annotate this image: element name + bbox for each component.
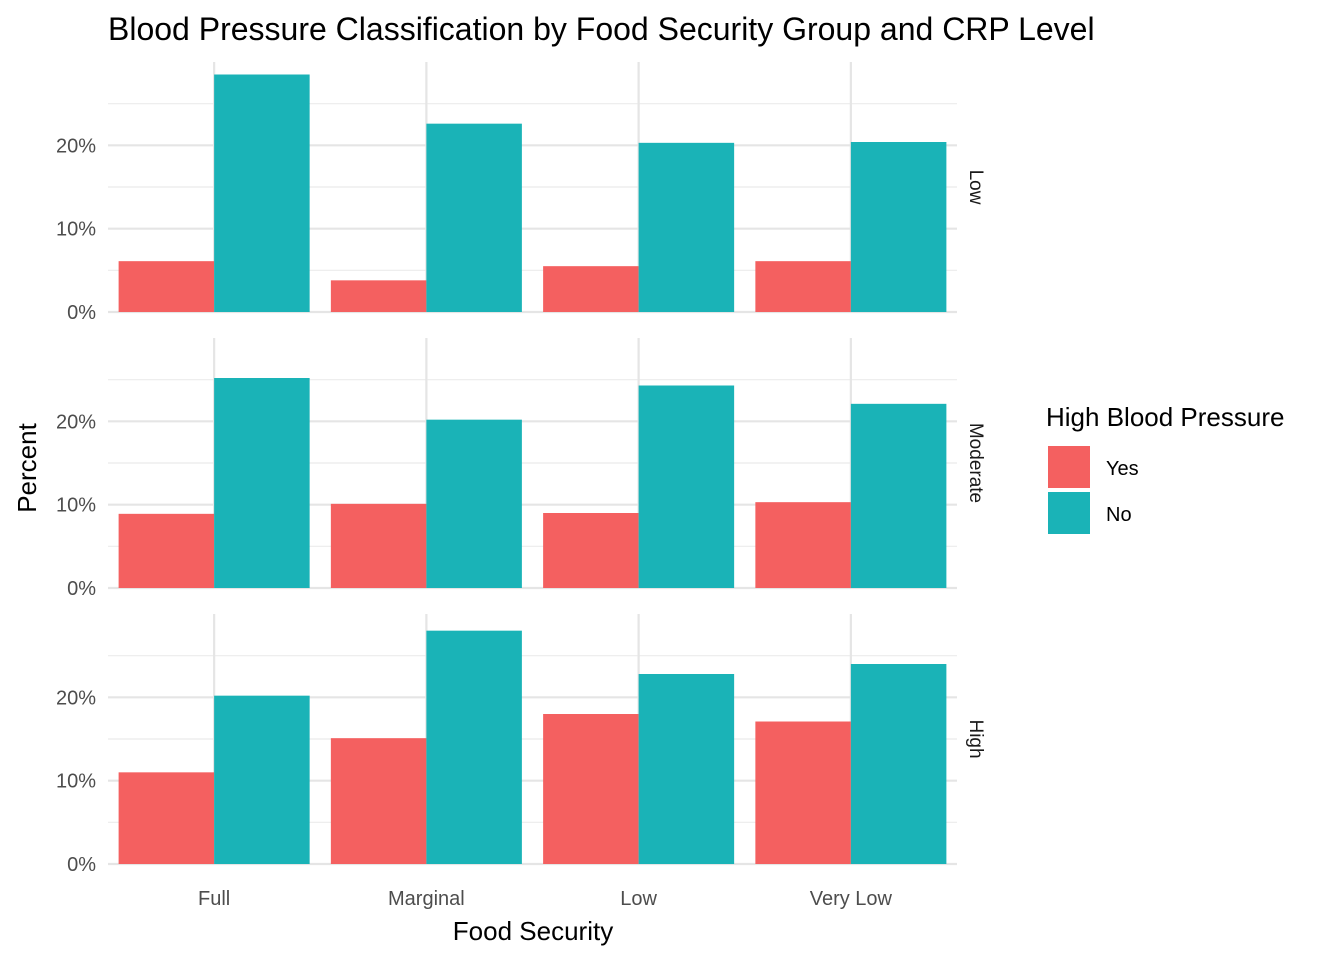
legend-title: High Blood Pressure [1046, 402, 1284, 432]
bar-yes-marginal [330, 503, 427, 588]
bar-yes-marginal [330, 280, 427, 312]
y-tick-label: 0% [67, 854, 96, 876]
facet-strip-label: High [965, 719, 986, 758]
bar-no-very-low [850, 664, 947, 864]
y-tick-label: 10% [56, 495, 96, 517]
y-tick-label: 0% [67, 302, 96, 324]
legend-label-no: No [1106, 504, 1132, 526]
bar-yes-very-low [755, 721, 851, 864]
bar-yes-low [543, 266, 639, 312]
bar-yes-marginal [330, 738, 427, 864]
x-tick-label: Full [198, 888, 230, 910]
y-axis-title: Percent [12, 422, 42, 512]
bar-no-low [638, 142, 735, 312]
bar-yes-low [543, 513, 639, 588]
bar-yes-full [118, 513, 215, 588]
bar-yes-full [118, 772, 215, 864]
bar-no-very-low [850, 142, 947, 312]
facet-panel-moderate: 0% 10% 20% Moderate [56, 338, 986, 600]
legend: High Blood Pressure Yes No [1046, 402, 1284, 534]
x-tick-label: Low [620, 888, 657, 910]
facet-panel-high: 0% 10% 20% High [56, 614, 986, 876]
x-tick-label: Marginal [388, 888, 465, 910]
y-tick-label: 10% [56, 771, 96, 793]
y-tick-label: 20% [56, 411, 96, 433]
y-tick-label: 20% [56, 687, 96, 709]
bar-no-marginal [426, 123, 522, 313]
x-tick-label: Very Low [810, 888, 893, 910]
bar-yes-low [543, 714, 639, 864]
bar-no-full [214, 695, 310, 864]
x-axis-title: Food Security [453, 916, 613, 946]
bar-no-low [638, 674, 735, 864]
chart-title: Blood Pressure Classification by Food Se… [108, 11, 1095, 47]
bar-no-full [214, 378, 310, 588]
bar-no-marginal [426, 630, 522, 864]
bar-no-full [214, 74, 310, 312]
facet-panels: 0% 10% 20% Low 0% 10% 20% Moderate 0% 10% 20% High F… [56, 62, 986, 910]
y-tick-label: 10% [56, 219, 96, 241]
y-tick-label: 0% [67, 578, 96, 600]
legend-label-yes: Yes [1106, 458, 1139, 480]
facet-strip-label: Moderate [965, 423, 986, 503]
y-tick-label: 20% [56, 135, 96, 157]
bar-no-low [638, 385, 735, 588]
bar-no-marginal [426, 419, 522, 588]
bar-yes-full [118, 261, 215, 312]
bar-no-very-low [850, 403, 947, 588]
legend-items: Yes No [1048, 446, 1139, 534]
bar-yes-very-low [755, 261, 851, 312]
bar-yes-very-low [755, 502, 851, 588]
facet-panel-low: 0% 10% 20% Low [56, 62, 986, 324]
legend-key-yes [1048, 446, 1090, 488]
facet-strip-label: Low [965, 170, 986, 205]
legend-key-no [1048, 492, 1090, 534]
